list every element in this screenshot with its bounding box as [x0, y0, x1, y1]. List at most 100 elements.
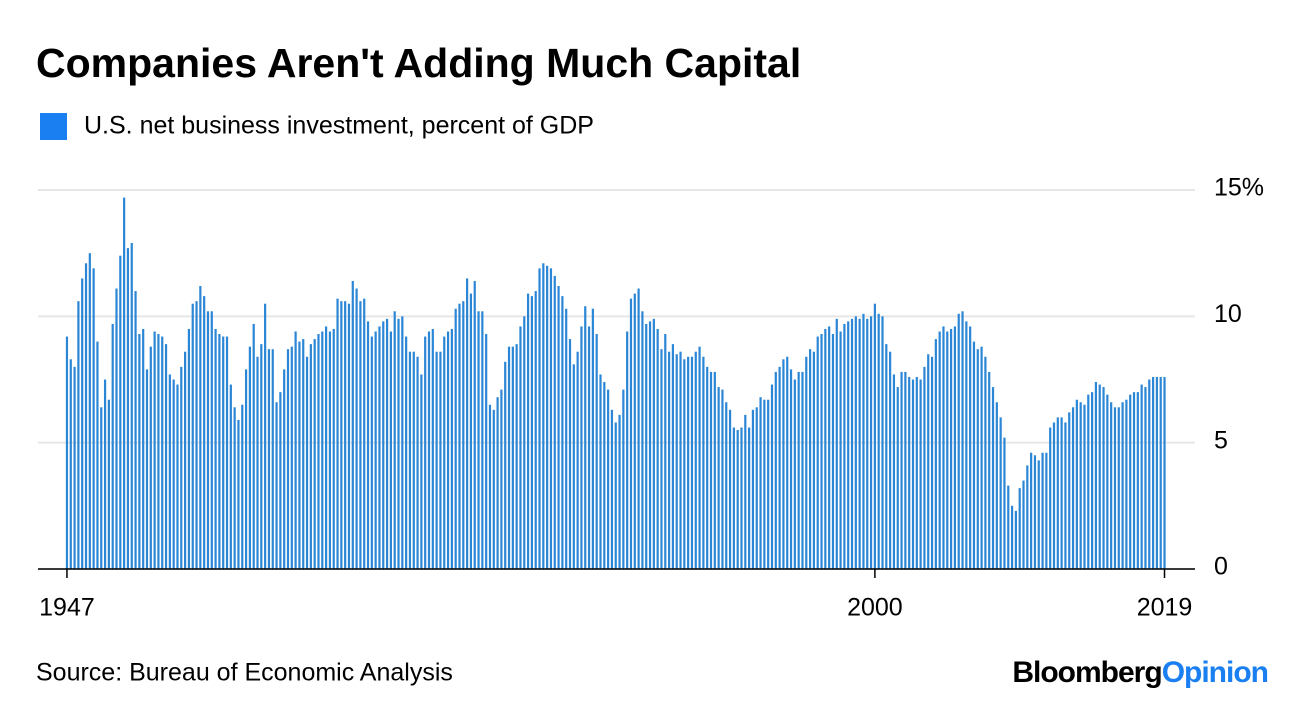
bar — [938, 331, 941, 569]
bar — [1026, 465, 1029, 569]
bar — [534, 291, 537, 569]
bar — [1106, 394, 1109, 569]
bar — [820, 334, 823, 569]
bar — [359, 301, 362, 569]
bar — [145, 369, 149, 569]
bar — [740, 427, 743, 569]
bar — [366, 321, 370, 569]
bar — [1140, 384, 1143, 569]
bar — [241, 404, 244, 569]
bar — [389, 331, 392, 569]
bar — [1064, 422, 1067, 569]
bar — [279, 392, 282, 569]
bar — [530, 296, 533, 569]
bar — [934, 339, 937, 569]
bar — [1022, 480, 1025, 569]
bar — [629, 298, 633, 569]
bar — [1102, 387, 1105, 569]
x-tick-label: 2000 — [847, 594, 903, 622]
bar — [477, 311, 480, 569]
bar — [690, 356, 694, 569]
bar — [138, 334, 141, 569]
bar — [187, 328, 191, 569]
bar — [492, 409, 495, 569]
bar — [385, 318, 389, 569]
bar — [614, 422, 617, 569]
bar — [675, 354, 678, 569]
bar — [927, 354, 930, 569]
bar — [321, 331, 324, 569]
bar — [542, 263, 545, 569]
bar — [782, 359, 785, 569]
bar — [828, 326, 831, 569]
bar — [115, 288, 118, 569]
bar — [999, 417, 1002, 569]
bar — [576, 351, 579, 569]
bar — [134, 291, 137, 569]
bar — [980, 346, 983, 569]
bar — [877, 313, 880, 569]
bar — [222, 336, 225, 569]
bar — [427, 331, 431, 569]
bar — [850, 318, 854, 569]
bar — [1033, 455, 1037, 569]
bar — [298, 341, 301, 569]
bar — [885, 344, 888, 569]
bar — [523, 316, 526, 569]
bar — [553, 275, 556, 569]
bar — [164, 344, 168, 569]
bar — [648, 321, 652, 569]
bar — [1113, 407, 1117, 569]
bar — [305, 356, 309, 569]
bar — [103, 379, 107, 569]
bar — [157, 334, 160, 569]
bar — [237, 419, 240, 569]
bar — [199, 286, 202, 569]
bar — [751, 409, 755, 569]
bar — [355, 288, 358, 569]
bar — [950, 328, 953, 569]
bar — [142, 328, 145, 569]
bar — [1049, 427, 1052, 569]
bar — [203, 296, 206, 569]
bar — [466, 278, 469, 569]
bar — [1117, 407, 1120, 569]
bar — [458, 303, 461, 569]
bar — [633, 293, 636, 569]
bar — [698, 346, 701, 569]
bar — [744, 414, 747, 569]
bar — [778, 366, 781, 569]
bar — [645, 323, 648, 569]
bar — [664, 334, 667, 569]
bar — [347, 303, 351, 569]
bar — [1144, 387, 1147, 569]
bar — [233, 407, 236, 569]
bar — [374, 331, 377, 569]
y-tick-label: 0 — [1214, 553, 1228, 581]
bar — [100, 407, 103, 569]
bar — [908, 376, 911, 569]
bar — [767, 399, 770, 569]
bar — [267, 349, 271, 569]
bar — [88, 253, 91, 569]
bar — [618, 414, 621, 569]
bar — [1007, 485, 1010, 569]
bar — [728, 409, 732, 569]
bar — [172, 379, 175, 569]
bar — [709, 371, 713, 569]
bar — [732, 427, 735, 569]
bar — [351, 280, 354, 569]
bar — [469, 293, 473, 569]
bar — [793, 379, 796, 569]
bar — [420, 374, 423, 569]
bar — [599, 374, 602, 569]
bar — [858, 318, 861, 569]
bar — [168, 374, 171, 569]
x-tick-label: 1947 — [39, 594, 95, 622]
bar — [812, 351, 816, 569]
bar — [378, 326, 381, 569]
bar — [915, 376, 918, 569]
bar — [1060, 417, 1063, 569]
bar — [1091, 392, 1094, 569]
bar — [900, 371, 903, 569]
